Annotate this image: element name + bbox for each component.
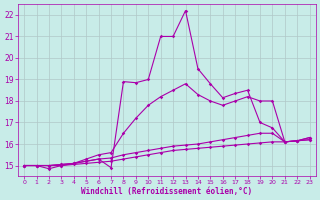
X-axis label: Windchill (Refroidissement éolien,°C): Windchill (Refroidissement éolien,°C) bbox=[81, 187, 252, 196]
